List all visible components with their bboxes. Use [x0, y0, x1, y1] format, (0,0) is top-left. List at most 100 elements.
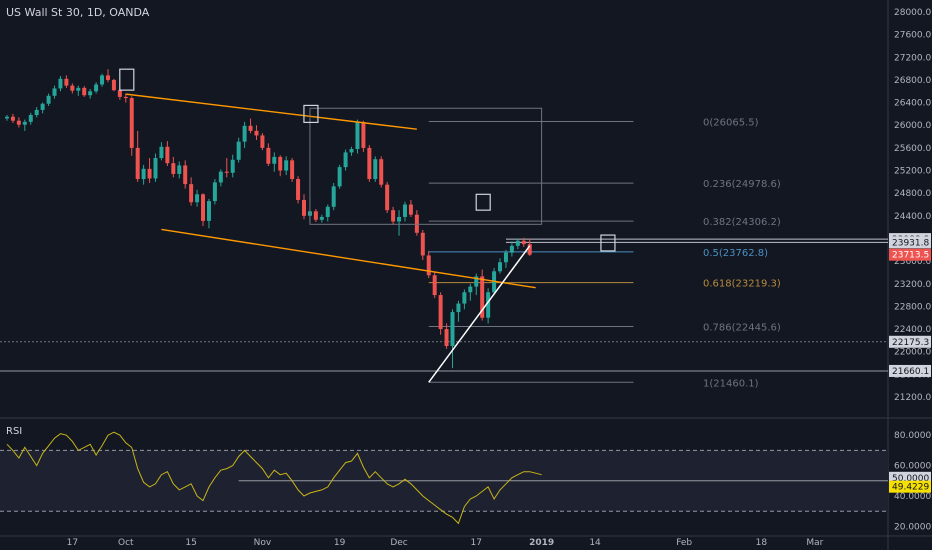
rsi-badge: [889, 480, 931, 493]
candle-body: [266, 147, 271, 164]
time-tick-label: 18: [756, 538, 768, 548]
price-tick-label: 21200.0: [894, 393, 931, 403]
candle-body: [22, 121, 27, 125]
candle-body: [88, 91, 93, 96]
candle-body: [28, 115, 33, 122]
candle-body: [201, 194, 206, 221]
candle-body: [129, 98, 134, 148]
price-tick-label: 22800.0: [894, 302, 931, 312]
rsi-line: [6, 431, 542, 525]
price-tick-label: 23200.0: [894, 280, 931, 290]
time-tick-label: Mar: [806, 538, 823, 548]
range-box: [309, 107, 543, 225]
time-tick-label: Feb: [676, 538, 692, 548]
time-axis[interactable]: 17 Oct 15 Nov 19 Dec 17 2019 14 Feb 18 Mar: [67, 538, 824, 548]
candle-body: [432, 275, 437, 296]
fib-level-label: 0.236(24978.6): [703, 179, 781, 190]
candle-body: [159, 146, 164, 159]
price-tick-label: 27600.0: [894, 31, 931, 41]
trendline: [428, 245, 531, 383]
horizontal-lines[interactable]: [0, 238, 888, 372]
highlight-box: [475, 193, 491, 211]
candle-body: [290, 160, 295, 180]
symbol-title[interactable]: US Wall St 30, 1D, OANDA: [6, 6, 150, 19]
candle-body: [242, 125, 247, 142]
candle-body: [408, 204, 413, 215]
candle-body: [278, 156, 283, 171]
candle-body: [58, 78, 63, 89]
price-tick-label: 22400.0: [894, 325, 931, 335]
candle-body: [402, 204, 407, 217]
candle-body: [343, 152, 348, 168]
price-tick-label: 26000.0: [894, 121, 931, 131]
candle-body: [426, 255, 431, 276]
candle-body: [141, 168, 146, 180]
candle-body: [397, 216, 402, 222]
candle-body: [16, 120, 21, 125]
trendline: [125, 93, 417, 130]
candle-body: [153, 158, 158, 179]
candle-body: [284, 160, 289, 171]
time-tick-label: 2019: [529, 538, 554, 548]
rsi-axis-label: 80.0000: [894, 431, 931, 441]
candle-body: [474, 276, 479, 287]
fib-level-label: 0.786(22445.6): [703, 322, 781, 333]
candle-body: [515, 240, 520, 246]
candle-body: [420, 232, 425, 256]
candle-body: [254, 130, 259, 136]
highlight-box: [119, 68, 135, 91]
fib-retracement[interactable]: 0(26065.5) 0.236(24978.6) 0.382(24306.2) 0.…: [428, 118, 781, 390]
candle-body: [527, 244, 532, 255]
candle-body: [391, 210, 396, 222]
candle-body: [46, 95, 51, 104]
candle-body: [319, 216, 324, 220]
candle-body: [468, 286, 473, 293]
candle-body: [183, 165, 188, 185]
drawings[interactable]: [119, 68, 616, 383]
rsi-label[interactable]: RSI: [6, 426, 23, 437]
price-tick-label: 27200.0: [894, 53, 931, 63]
candle-body: [195, 194, 200, 203]
candle-body: [230, 159, 235, 173]
candle-body: [147, 168, 152, 179]
price-badge: [889, 335, 931, 348]
rsi-badge-label: 49.4229: [892, 483, 929, 493]
price-axis[interactable]: 28000.0 27600.0 27200.0 26800.0 26400.0 26000…: [889, 8, 931, 403]
candle-body: [331, 186, 336, 207]
candle-body: [171, 163, 176, 174]
rsi-axis-label: 60.0000: [894, 462, 931, 472]
fib-level-label: 0.5(23762.8): [703, 248, 768, 259]
time-tick-label: Oct: [118, 538, 134, 548]
trendline: [161, 228, 536, 289]
candle-body: [224, 171, 229, 173]
price-tick-label: 24800.0: [894, 189, 931, 199]
candle-body: [337, 167, 342, 187]
time-tick-label: 17: [67, 538, 78, 548]
candle-body: [212, 182, 217, 202]
candle-body: [189, 184, 194, 203]
candle-body: [82, 87, 87, 96]
candle-body: [105, 75, 110, 80]
rsi-axis-label: 20.0000: [894, 522, 931, 532]
candle-body: [349, 149, 354, 153]
candle-body: [379, 159, 384, 185]
candle-body: [94, 84, 99, 92]
time-tick-label: Dec: [390, 538, 407, 548]
price-tick-label: 22000.0: [894, 348, 931, 358]
candle-body: [486, 292, 491, 318]
price-badge: [889, 248, 931, 261]
candle-body: [462, 292, 467, 304]
candle-body: [438, 295, 443, 330]
candle-body: [313, 211, 318, 220]
price-tick-label: 23600.0: [894, 257, 931, 267]
price-tick-label: 25200.0: [894, 167, 931, 177]
candle-body: [367, 147, 372, 180]
price-tick-label: 26400.0: [894, 99, 931, 109]
candle-body: [248, 125, 253, 131]
candle-body: [236, 141, 241, 160]
candle-body: [218, 171, 223, 183]
price-badge: [889, 364, 931, 377]
rsi-badge-label: 50.0000: [892, 474, 929, 484]
candle-body: [10, 116, 15, 121]
